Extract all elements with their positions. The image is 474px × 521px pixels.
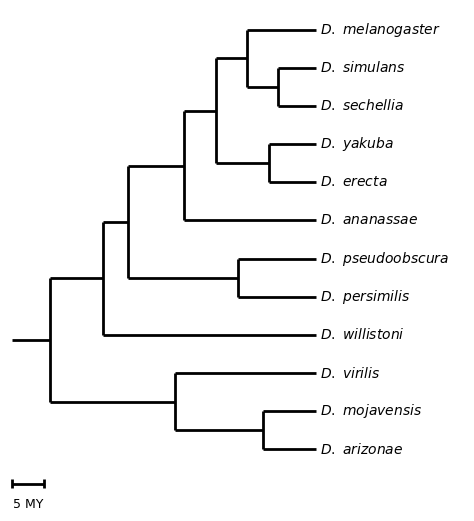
Text: $\it{D.}$ $\it{mojavensis}$: $\it{D.}$ $\it{mojavensis}$ — [320, 402, 422, 420]
Text: $\it{D.}$ $\it{simulans}$: $\it{D.}$ $\it{simulans}$ — [320, 60, 406, 75]
Text: 5 MY: 5 MY — [13, 499, 43, 512]
Text: $\it{D.}$ $\it{pseudoobscura}$: $\it{D.}$ $\it{pseudoobscura}$ — [320, 250, 449, 268]
Text: $\it{D.}$ $\it{yakuba}$: $\it{D.}$ $\it{yakuba}$ — [320, 135, 394, 153]
Text: $\it{D.}$ $\it{sechellia}$: $\it{D.}$ $\it{sechellia}$ — [320, 98, 404, 114]
Text: $\it{D.}$ $\it{ananassae}$: $\it{D.}$ $\it{ananassae}$ — [320, 214, 418, 227]
Text: $\it{D.}$ $\it{willistoni}$: $\it{D.}$ $\it{willistoni}$ — [320, 328, 404, 342]
Text: $\it{D.}$ $\it{persimilis}$: $\it{D.}$ $\it{persimilis}$ — [320, 288, 410, 306]
Text: $\it{D.}$ $\it{arizonae}$: $\it{D.}$ $\it{arizonae}$ — [320, 442, 403, 457]
Text: $\it{D.}$ $\it{erecta}$: $\it{D.}$ $\it{erecta}$ — [320, 175, 387, 189]
Text: $\it{D.}$ $\it{virilis}$: $\it{D.}$ $\it{virilis}$ — [320, 366, 380, 381]
Text: $\it{D.}$ $\it{melanogaster}$: $\it{D.}$ $\it{melanogaster}$ — [320, 20, 441, 39]
